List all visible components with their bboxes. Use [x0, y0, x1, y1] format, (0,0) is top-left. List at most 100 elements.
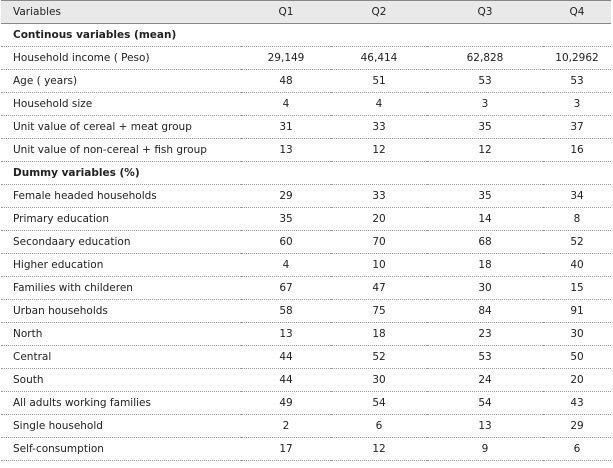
cell-value: 18 — [427, 253, 543, 277]
cell-value: 30 — [543, 322, 611, 346]
column-header: Q4 — [543, 0, 611, 24]
cell-value: 51 — [331, 69, 427, 93]
cell-value: 75 — [331, 299, 427, 323]
data-row: Secondaary education 60 70 68 52 — [1, 230, 611, 254]
row-label: Urban households — [1, 299, 241, 323]
data-row: Primary education 35 20 14 8 — [1, 207, 611, 231]
data-row: Unit value of non-cereal + fish group 13 1… — [1, 138, 611, 162]
cell-value: 3 — [427, 92, 543, 116]
row-label: Primary education — [1, 207, 241, 231]
cell-value: 84 — [427, 299, 543, 323]
cell-value: 37 — [543, 115, 611, 139]
cell-value: 50 — [543, 345, 611, 369]
cell-value: 67 — [241, 276, 331, 300]
cell-value: 12 — [331, 138, 427, 162]
row-label: Families with childeren — [1, 276, 241, 300]
row-label: Unit value of non-cereal + fish group — [1, 138, 241, 162]
data-row: Household income ( Peso) 29,149 46,414 62,8… — [1, 46, 611, 70]
cell-value: 13 — [241, 322, 331, 346]
row-label: Household size — [1, 92, 241, 116]
cell-value: 44 — [241, 368, 331, 392]
cell-value: 10 — [331, 253, 427, 277]
row-label: Single household — [1, 414, 241, 438]
cell-value: 53 — [427, 69, 543, 93]
row-label: Secondaary education — [1, 230, 241, 254]
cell-value: 12 — [331, 437, 427, 461]
data-row: Higher education 4 10 18 40 — [1, 253, 611, 277]
data-row: North 13 18 23 30 — [1, 322, 611, 346]
cell-value: 29 — [241, 184, 331, 208]
cell-value: 6 — [543, 437, 611, 461]
cell-value: 53 — [543, 69, 611, 93]
cell-value: 31 — [241, 115, 331, 139]
cell-value: 13 — [427, 414, 543, 438]
data-row: Unit value of cereal + meat group 31 33 35 3… — [1, 115, 611, 139]
cell-value: 14 — [427, 207, 543, 231]
row-label: All adults working families — [1, 391, 241, 415]
cell-value: 20 — [331, 207, 427, 231]
cell-value: 54 — [331, 391, 427, 415]
data-row: All adults working families 49 54 54 43 — [1, 391, 611, 415]
cell-value: 60 — [241, 230, 331, 254]
data-row: Age ( years) 48 51 53 53 — [1, 69, 611, 93]
section-title: Dummy variables (%) — [1, 161, 611, 185]
cell-value: 35 — [241, 207, 331, 231]
column-header: Q3 — [427, 0, 543, 24]
column-header: Variables — [1, 0, 241, 24]
cell-value: 53 — [427, 345, 543, 369]
column-header: Q1 — [241, 0, 331, 24]
cell-value: 44 — [241, 345, 331, 369]
cell-value: 40 — [543, 253, 611, 277]
data-row: Self-consumption 17 12 9 6 — [1, 437, 611, 461]
cell-value: 4 — [241, 92, 331, 116]
column-header: Q2 — [331, 0, 427, 24]
cell-value: 91 — [543, 299, 611, 323]
row-label: South — [1, 368, 241, 392]
row-label: Household income ( Peso) — [1, 46, 241, 70]
cell-value: 6 — [331, 414, 427, 438]
row-label: Central — [1, 345, 241, 369]
cell-value: 49 — [241, 391, 331, 415]
cell-value: 48 — [241, 69, 331, 93]
cell-value: 2 — [241, 414, 331, 438]
cell-value: 58 — [241, 299, 331, 323]
table-body: Continous variables (mean) Household inco… — [1, 23, 611, 461]
cell-value: 43 — [543, 391, 611, 415]
cell-value: 30 — [331, 368, 427, 392]
cell-value: 54 — [427, 391, 543, 415]
row-label: Female headed households — [1, 184, 241, 208]
section-row: Continous variables (mean) — [1, 23, 611, 47]
cell-value: 70 — [331, 230, 427, 254]
section-row: Dummy variables (%) — [1, 161, 611, 185]
cell-value: 29 — [543, 414, 611, 438]
row-label: North — [1, 322, 241, 346]
cell-value: 12 — [427, 138, 543, 162]
cell-value: 13 — [241, 138, 331, 162]
cell-value: 20 — [543, 368, 611, 392]
cell-value: 4 — [331, 92, 427, 116]
cell-value: 33 — [331, 115, 427, 139]
cell-value: 16 — [543, 138, 611, 162]
cell-value: 33 — [331, 184, 427, 208]
data-row: South 44 30 24 20 — [1, 368, 611, 392]
cell-value: 47 — [331, 276, 427, 300]
row-label: Age ( years) — [1, 69, 241, 93]
cell-value: 46,414 — [331, 46, 427, 70]
cell-value: 62,828 — [427, 46, 543, 70]
section-title: Continous variables (mean) — [1, 23, 611, 47]
cell-value: 24 — [427, 368, 543, 392]
cell-value: 68 — [427, 230, 543, 254]
data-row: Central 44 52 53 50 — [1, 345, 611, 369]
data-row: Families with childeren 67 47 30 15 — [1, 276, 611, 300]
cell-value: 17 — [241, 437, 331, 461]
cell-value: 4 — [241, 253, 331, 277]
cell-value: 8 — [543, 207, 611, 231]
cell-value: 23 — [427, 322, 543, 346]
data-row: Female headed households 29 33 35 34 — [1, 184, 611, 208]
cell-value: 34 — [543, 184, 611, 208]
cell-value: 15 — [543, 276, 611, 300]
cell-value: 52 — [331, 345, 427, 369]
row-label: Unit value of cereal + meat group — [1, 115, 241, 139]
data-row: Household size 4 4 3 3 — [1, 92, 611, 116]
